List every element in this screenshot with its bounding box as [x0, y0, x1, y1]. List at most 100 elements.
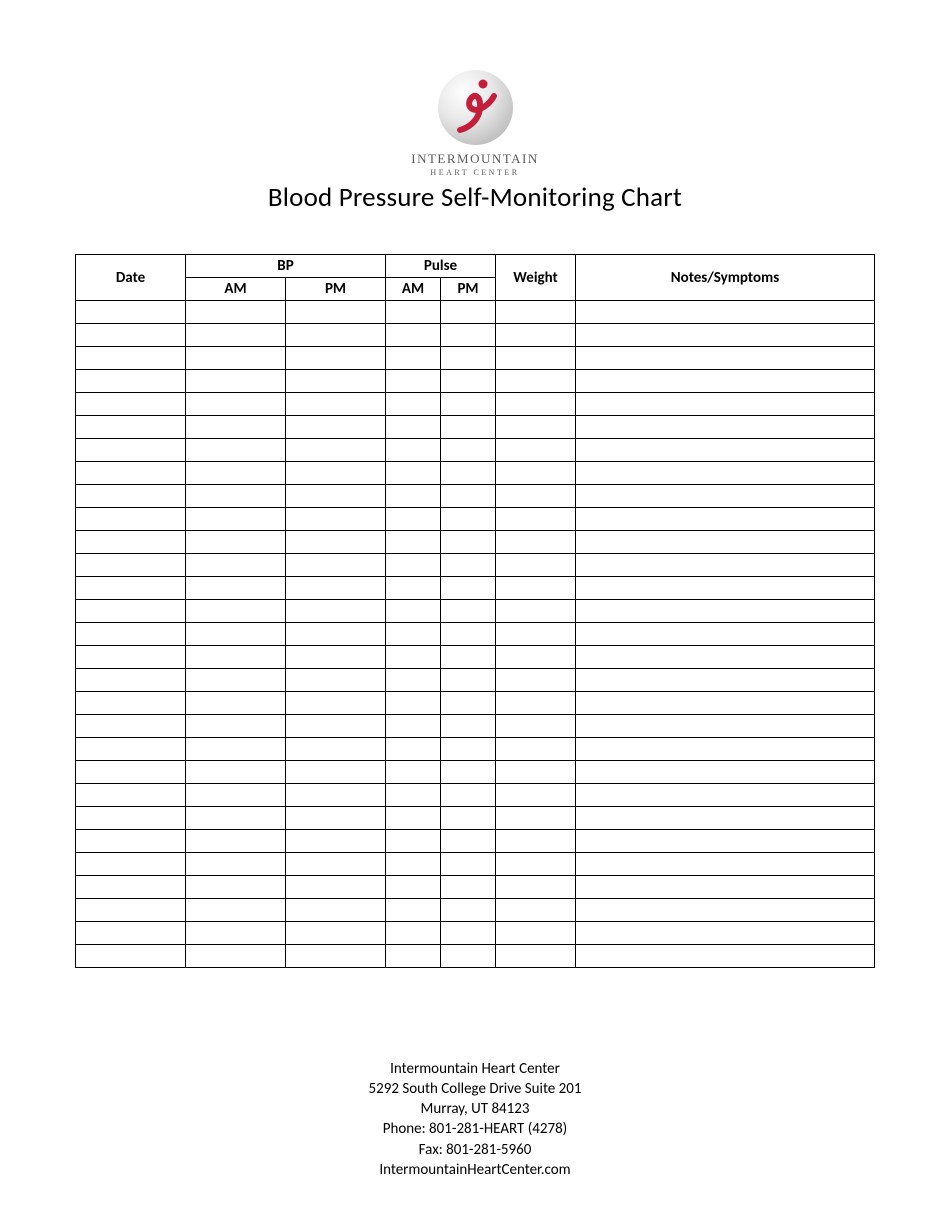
table-cell[interactable] [576, 830, 875, 853]
table-cell[interactable] [576, 669, 875, 692]
table-cell[interactable] [576, 462, 875, 485]
table-cell[interactable] [576, 715, 875, 738]
table-cell[interactable] [496, 692, 576, 715]
table-cell[interactable] [576, 876, 875, 899]
table-cell[interactable] [286, 784, 386, 807]
table-cell[interactable] [286, 577, 386, 600]
table-cell[interactable] [76, 853, 186, 876]
table-cell[interactable] [286, 600, 386, 623]
table-cell[interactable] [76, 370, 186, 393]
table-cell[interactable] [286, 899, 386, 922]
table-cell[interactable] [496, 945, 576, 968]
table-cell[interactable] [76, 416, 186, 439]
table-cell[interactable] [286, 485, 386, 508]
table-cell[interactable] [496, 301, 576, 324]
table-cell[interactable] [496, 485, 576, 508]
table-cell[interactable] [186, 738, 286, 761]
table-cell[interactable] [441, 485, 496, 508]
table-cell[interactable] [496, 669, 576, 692]
table-cell[interactable] [286, 301, 386, 324]
table-cell[interactable] [496, 531, 576, 554]
table-cell[interactable] [386, 784, 441, 807]
table-cell[interactable] [386, 853, 441, 876]
table-cell[interactable] [441, 646, 496, 669]
table-cell[interactable] [386, 600, 441, 623]
table-cell[interactable] [441, 830, 496, 853]
table-cell[interactable] [386, 347, 441, 370]
table-cell[interactable] [76, 922, 186, 945]
table-cell[interactable] [186, 715, 286, 738]
table-cell[interactable] [286, 531, 386, 554]
table-cell[interactable] [186, 899, 286, 922]
table-cell[interactable] [441, 416, 496, 439]
table-cell[interactable] [76, 508, 186, 531]
table-cell[interactable] [386, 669, 441, 692]
table-cell[interactable] [441, 761, 496, 784]
table-cell[interactable] [441, 738, 496, 761]
table-cell[interactable] [186, 761, 286, 784]
table-cell[interactable] [76, 301, 186, 324]
table-cell[interactable] [286, 462, 386, 485]
table-cell[interactable] [576, 485, 875, 508]
table-cell[interactable] [386, 738, 441, 761]
table-cell[interactable] [286, 393, 386, 416]
table-cell[interactable] [496, 370, 576, 393]
table-cell[interactable] [386, 393, 441, 416]
table-cell[interactable] [496, 577, 576, 600]
table-cell[interactable] [186, 554, 286, 577]
table-cell[interactable] [186, 830, 286, 853]
table-cell[interactable] [576, 692, 875, 715]
table-cell[interactable] [286, 347, 386, 370]
table-cell[interactable] [441, 577, 496, 600]
table-cell[interactable] [76, 485, 186, 508]
table-cell[interactable] [386, 370, 441, 393]
table-cell[interactable] [386, 577, 441, 600]
table-cell[interactable] [186, 324, 286, 347]
table-cell[interactable] [76, 738, 186, 761]
table-cell[interactable] [576, 531, 875, 554]
table-cell[interactable] [386, 761, 441, 784]
table-cell[interactable] [386, 807, 441, 830]
table-cell[interactable] [576, 416, 875, 439]
table-cell[interactable] [576, 646, 875, 669]
table-cell[interactable] [286, 439, 386, 462]
table-cell[interactable] [186, 347, 286, 370]
table-cell[interactable] [186, 462, 286, 485]
table-cell[interactable] [576, 807, 875, 830]
table-cell[interactable] [441, 508, 496, 531]
table-cell[interactable] [576, 784, 875, 807]
table-cell[interactable] [386, 715, 441, 738]
table-cell[interactable] [76, 899, 186, 922]
table-cell[interactable] [441, 324, 496, 347]
table-cell[interactable] [576, 761, 875, 784]
table-cell[interactable] [186, 784, 286, 807]
table-cell[interactable] [576, 899, 875, 922]
table-cell[interactable] [386, 301, 441, 324]
table-cell[interactable] [496, 807, 576, 830]
table-cell[interactable] [286, 324, 386, 347]
table-cell[interactable] [496, 738, 576, 761]
table-cell[interactable] [441, 623, 496, 646]
table-cell[interactable] [576, 347, 875, 370]
table-cell[interactable] [186, 370, 286, 393]
table-cell[interactable] [286, 508, 386, 531]
table-cell[interactable] [76, 876, 186, 899]
table-cell[interactable] [441, 669, 496, 692]
table-cell[interactable] [576, 738, 875, 761]
table-cell[interactable] [286, 876, 386, 899]
table-cell[interactable] [386, 416, 441, 439]
table-cell[interactable] [76, 577, 186, 600]
table-cell[interactable] [286, 853, 386, 876]
table-cell[interactable] [286, 922, 386, 945]
table-cell[interactable] [76, 669, 186, 692]
table-cell[interactable] [576, 623, 875, 646]
table-cell[interactable] [76, 784, 186, 807]
table-cell[interactable] [76, 761, 186, 784]
table-cell[interactable] [76, 324, 186, 347]
table-cell[interactable] [496, 600, 576, 623]
table-cell[interactable] [186, 669, 286, 692]
table-cell[interactable] [496, 623, 576, 646]
table-cell[interactable] [76, 347, 186, 370]
table-cell[interactable] [186, 439, 286, 462]
table-cell[interactable] [186, 623, 286, 646]
